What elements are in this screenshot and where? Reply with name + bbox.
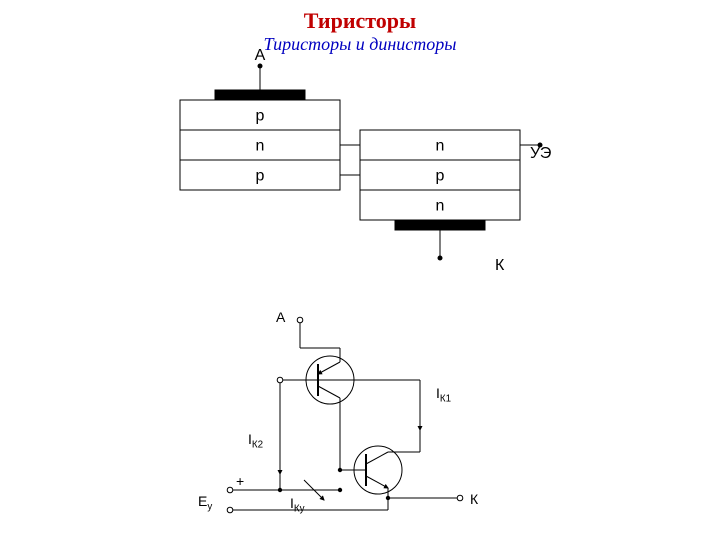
svg-text:n: n — [436, 197, 445, 214]
svg-text:IК2: IК2 — [248, 431, 263, 451]
svg-text:n: n — [436, 137, 445, 154]
svg-text:Eу: Eу — [198, 493, 212, 513]
svg-text:IК1: IК1 — [436, 385, 451, 405]
svg-text:IКу: IКу — [290, 495, 305, 515]
svg-text:УЭ: УЭ — [530, 145, 551, 162]
svg-text:+: + — [236, 473, 244, 489]
svg-text:p: p — [436, 167, 445, 184]
svg-text:К: К — [470, 491, 479, 507]
diagram-canvas: pnpnpnАКУЭАК+EуIКуIК1IК2 — [0, 0, 720, 540]
svg-text:А: А — [255, 47, 266, 64]
svg-text:А: А — [276, 309, 286, 325]
svg-text:p: p — [256, 107, 265, 124]
svg-text:p: p — [256, 167, 265, 184]
svg-text:n: n — [256, 137, 265, 154]
svg-text:К: К — [495, 257, 505, 274]
